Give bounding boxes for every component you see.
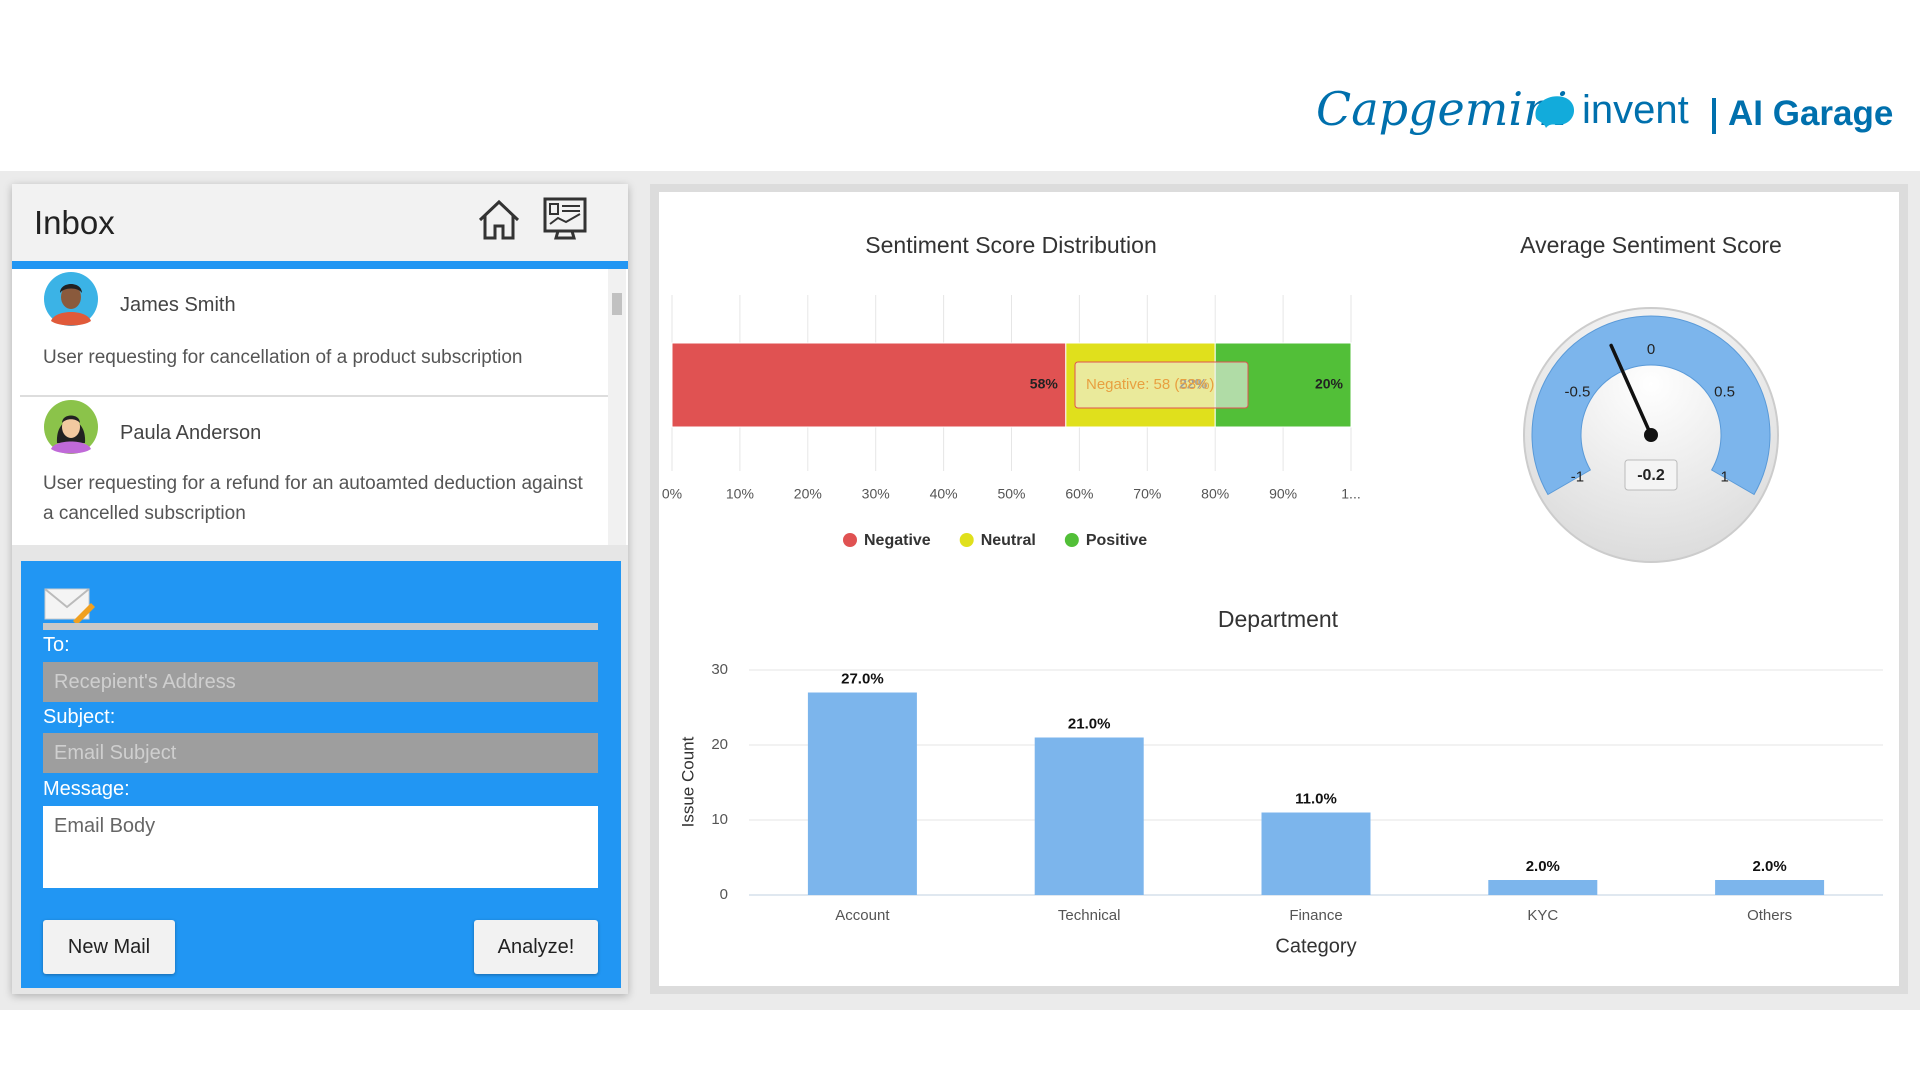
chart-title: Sentiment Score Distribution: [865, 232, 1156, 258]
gauge-pivot: [1644, 428, 1658, 442]
gauge-tick-label: -1: [1571, 468, 1584, 485]
sender-name: Paula Anderson: [120, 422, 262, 444]
bar: [1034, 737, 1144, 895]
x-tick-label: 60%: [1065, 486, 1093, 502]
dashboard-icon[interactable]: [542, 196, 588, 242]
legend-marker: [1064, 533, 1079, 547]
bar: [807, 692, 917, 895]
gauge-needle: [1609, 343, 1653, 437]
gauge-tick-label: 0.5: [1714, 383, 1735, 400]
x-tick-label: Others: [1747, 907, 1792, 924]
avatar: [44, 400, 98, 454]
x-tick-label: 20%: [794, 486, 822, 502]
x-tick-label: 0%: [662, 486, 682, 502]
tooltip-text: Negative: 58 (58%): [1086, 376, 1214, 393]
data-label: 20%: [1315, 376, 1344, 392]
chart-title: Department: [1218, 606, 1339, 632]
message-summary: User requesting for a refund for an auto…: [43, 473, 583, 524]
gauge-value-box: [1624, 459, 1678, 491]
inbox-header: Inbox: [12, 184, 628, 261]
y-tick-label: 30: [711, 661, 728, 678]
x-tick-label: 90%: [1269, 486, 1297, 502]
data-label: 27.0%: [841, 670, 884, 687]
chart-title: Average Sentiment Score: [1520, 232, 1782, 258]
bar: [1261, 812, 1371, 895]
x-tick-label: 40%: [930, 486, 958, 502]
y-axis-label: Issue Count: [678, 736, 697, 827]
gauge-value: -0.2: [1637, 467, 1665, 484]
divider: [20, 395, 608, 397]
home-icon[interactable]: [476, 198, 522, 242]
bar: [1488, 880, 1598, 895]
inbox-list: James Smith User requesting for cancella…: [12, 269, 628, 545]
logo-division: AI Garage: [1728, 94, 1894, 133]
sender-name: James Smith: [120, 294, 236, 316]
x-tick-label: 10%: [726, 486, 754, 502]
x-tick-label: 70%: [1133, 486, 1161, 502]
x-tick-label: 1...: [1341, 486, 1360, 502]
gauge-tick-label: -0.5: [1564, 383, 1590, 400]
legend-label: Positive: [1086, 532, 1147, 549]
logo-brand: Capgemini: [1316, 82, 1568, 136]
message-input[interactable]: Email Body: [43, 806, 598, 888]
legend-label: Negative: [864, 532, 931, 549]
to-input[interactable]: Recepient's Address: [43, 662, 598, 702]
x-tick-label: 50%: [997, 486, 1025, 502]
y-tick-label: 10: [711, 811, 728, 828]
x-tick-label: Account: [835, 907, 890, 924]
inbox-strip: [12, 261, 628, 269]
data-label: 58%: [1030, 376, 1059, 392]
message-item[interactable]: Paula Anderson User requesting for a ref…: [20, 397, 608, 545]
subject-input[interactable]: Email Subject: [43, 733, 598, 773]
legend-marker: [843, 533, 857, 547]
x-tick-label: Finance: [1289, 907, 1342, 924]
logo-icon: [1535, 96, 1575, 128]
separator: [43, 623, 598, 630]
scroll-thumb[interactable]: [612, 293, 622, 315]
message-summary: User requesting for cancellation of a pr…: [43, 347, 523, 368]
gauge-band: [1531, 315, 1771, 496]
data-label: 11.0%: [1295, 790, 1337, 807]
logo-product: invent: [1582, 88, 1689, 132]
x-axis-label: Category: [1275, 935, 1356, 957]
y-tick-label: 20: [711, 736, 728, 753]
tooltip-box: [1074, 361, 1249, 409]
compose-icon: [44, 588, 95, 625]
bar: [1715, 880, 1825, 895]
x-tick-label: Technical: [1058, 907, 1121, 924]
x-tick-label: 80%: [1201, 486, 1229, 502]
new-mail-button[interactable]: New Mail: [43, 920, 175, 974]
legend-label: Neutral: [981, 532, 1036, 549]
to-label: To:: [43, 634, 70, 656]
inbox-title: Inbox: [34, 204, 115, 241]
data-label: 2.0%: [1526, 858, 1560, 875]
legend-marker: [959, 533, 974, 547]
analyze-button[interactable]: Analyze!: [474, 920, 598, 974]
data-label: 2.0%: [1752, 858, 1786, 875]
subject-label: Subject:: [43, 706, 116, 728]
data-label: 21.0%: [1068, 715, 1111, 732]
message-label: Message:: [43, 778, 130, 800]
avatar: [44, 272, 98, 326]
y-tick-label: 0: [720, 886, 728, 903]
message-item[interactable]: James Smith User requesting for cancella…: [20, 269, 608, 395]
gauge-tick-label: 1: [1720, 468, 1728, 485]
bar-segment: [671, 342, 1067, 428]
compose-panel: To: Recepient's Address Subject: Email S…: [21, 561, 621, 988]
logo-separator: [1712, 98, 1716, 134]
x-tick-label: KYC: [1527, 907, 1558, 924]
gauge-tick-label: 0: [1647, 341, 1655, 358]
scrollbar[interactable]: [608, 269, 626, 545]
x-tick-label: 30%: [862, 486, 890, 502]
